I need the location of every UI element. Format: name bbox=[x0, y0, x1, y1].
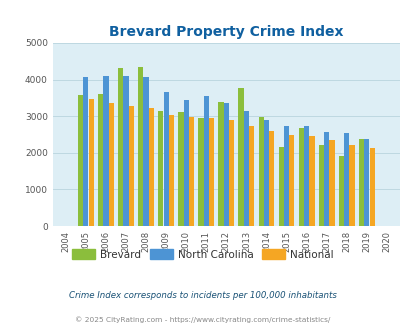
Bar bbox=[238, 88, 243, 226]
Bar bbox=[343, 133, 348, 226]
Legend: Brevard, North Carolina, National: Brevard, North Carolina, National bbox=[68, 245, 337, 264]
Bar bbox=[369, 148, 374, 226]
Bar bbox=[188, 117, 194, 226]
Bar bbox=[263, 120, 269, 226]
Bar bbox=[128, 106, 134, 226]
Bar bbox=[243, 112, 248, 226]
Bar bbox=[203, 96, 209, 226]
Bar bbox=[103, 76, 108, 226]
Bar bbox=[83, 77, 88, 226]
Bar bbox=[328, 140, 334, 226]
Bar bbox=[258, 116, 263, 226]
Bar bbox=[158, 112, 163, 226]
Bar bbox=[228, 120, 234, 226]
Bar bbox=[98, 94, 103, 226]
Bar bbox=[363, 139, 369, 226]
Bar bbox=[283, 126, 288, 226]
Bar bbox=[338, 156, 343, 226]
Bar bbox=[109, 103, 113, 226]
Title: Brevard Property Crime Index: Brevard Property Crime Index bbox=[109, 25, 343, 39]
Bar bbox=[183, 100, 188, 226]
Bar bbox=[209, 118, 214, 226]
Text: Crime Index corresponds to incidents per 100,000 inhabitants: Crime Index corresponds to incidents per… bbox=[69, 291, 336, 300]
Bar bbox=[118, 68, 123, 226]
Bar bbox=[168, 115, 174, 226]
Bar bbox=[163, 92, 168, 226]
Bar bbox=[223, 103, 228, 226]
Bar bbox=[318, 145, 323, 226]
Bar bbox=[78, 95, 83, 226]
Bar bbox=[198, 118, 203, 226]
Bar bbox=[138, 67, 143, 226]
Bar bbox=[218, 102, 223, 226]
Bar bbox=[358, 139, 363, 226]
Bar bbox=[323, 132, 328, 226]
Bar bbox=[123, 76, 128, 226]
Bar bbox=[88, 99, 94, 226]
Bar bbox=[298, 128, 303, 226]
Bar bbox=[288, 135, 294, 226]
Bar bbox=[269, 131, 274, 226]
Bar bbox=[349, 145, 354, 226]
Bar bbox=[278, 147, 283, 226]
Bar bbox=[143, 77, 148, 226]
Text: © 2025 CityRating.com - https://www.cityrating.com/crime-statistics/: © 2025 CityRating.com - https://www.city… bbox=[75, 316, 330, 323]
Bar bbox=[178, 113, 183, 226]
Bar bbox=[249, 126, 254, 226]
Bar bbox=[309, 136, 314, 226]
Bar bbox=[303, 126, 309, 226]
Bar bbox=[148, 108, 153, 226]
